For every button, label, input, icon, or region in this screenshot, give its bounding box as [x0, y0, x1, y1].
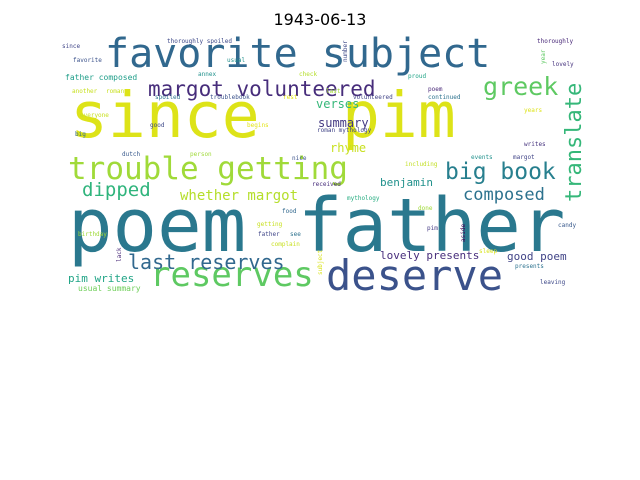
cloud-word: pim [427, 225, 438, 232]
cloud-word: big [75, 131, 86, 138]
cloud-word: lack [116, 247, 123, 262]
cloud-word: rhyme [330, 141, 366, 155]
cloud-word: father [258, 231, 280, 238]
chart-title: 1943-06-13 [273, 10, 367, 29]
cloud-word: mythology [347, 195, 380, 202]
cloud-word: favorite [73, 57, 102, 64]
cloud-word: big book [445, 159, 556, 185]
cloud-word: thoroughly [537, 38, 574, 45]
cloud-word: begins [247, 122, 269, 129]
cloud-word: benjamin [380, 176, 433, 189]
cloud-word: pim [342, 79, 456, 152]
cloud-word: food [282, 208, 297, 215]
cloud-word: including [405, 161, 438, 168]
cloud-word: favorite subject [105, 31, 490, 77]
cloud-word: greek [483, 72, 558, 101]
cloud-word: composed [463, 185, 545, 205]
cloud-word: pim writes [68, 272, 134, 285]
cloud-word: since [62, 43, 80, 50]
cloud-word: father [298, 183, 565, 269]
cloud-word: birthday [78, 231, 107, 238]
cloud-word: candy [558, 222, 576, 229]
cloud-word: deserve [326, 251, 503, 300]
cloud-word: good [150, 122, 165, 129]
cloud-word: spoiled [155, 94, 181, 101]
cloud-word: last [326, 88, 341, 95]
cloud-word: person [190, 151, 212, 158]
cloud-word: rest [283, 94, 298, 101]
cloud-word: usual summary [78, 284, 141, 293]
cloud-word: presents [515, 263, 544, 270]
cloud-word: margot volunteered [148, 77, 376, 101]
cloud-word: subject [317, 249, 324, 275]
cloud-word: roman mythology [317, 127, 372, 134]
cloud-word: thoroughly spoiled [167, 38, 232, 45]
cloud-word: done [418, 205, 433, 212]
cloud-word: last reserves [128, 250, 285, 274]
cloud-word: translate [562, 83, 587, 202]
cloud-word: poem [428, 86, 443, 93]
cloud-word: annex [198, 71, 216, 78]
cloud-word: poem [68, 183, 246, 269]
cloud-word: writes [524, 141, 546, 148]
cloud-word: good poem [507, 250, 567, 263]
cloud-word: received [312, 181, 341, 188]
cloud-word: leaving [540, 279, 566, 286]
cloud-word: trouble getting [68, 151, 348, 187]
cloud-word: since [70, 79, 260, 152]
cloud-word: verses [316, 97, 359, 111]
cloud-word: nice [292, 155, 307, 162]
cloud-word: father composed [65, 73, 137, 82]
cloud-word: number [342, 40, 349, 62]
cloud-word: proud [408, 73, 426, 80]
cloud-word: lovely [552, 61, 574, 68]
cloud-word: roman [106, 88, 124, 95]
cloud-word: whether margot [180, 188, 298, 204]
cloud-word: everyone [80, 112, 109, 119]
cloud-word: usual [227, 57, 245, 64]
cloud-word: check [299, 71, 317, 78]
cloud-word: events [471, 154, 493, 161]
cloud-word: complain [271, 241, 300, 248]
cloud-word: reserves [150, 255, 314, 295]
cloud-word: years [524, 107, 542, 114]
cloud-word: continued [428, 94, 461, 101]
cloud-word: year [540, 49, 547, 64]
cloud-word: volunteered [353, 94, 393, 101]
cloud-word: another [72, 88, 98, 95]
cloud-word: see [290, 231, 301, 238]
cloud-word: sleep [479, 248, 497, 255]
cloud-word: margot [513, 154, 535, 161]
cloud-word: summary [318, 116, 369, 130]
cloud-word: getting [257, 221, 283, 228]
cloud-word: troublebook [210, 94, 250, 101]
cloud-word: aside [460, 224, 467, 242]
cloud-word: dipped [82, 179, 151, 201]
cloud-word: dutch [122, 151, 140, 158]
cloud-word: lovely presents [380, 249, 479, 262]
